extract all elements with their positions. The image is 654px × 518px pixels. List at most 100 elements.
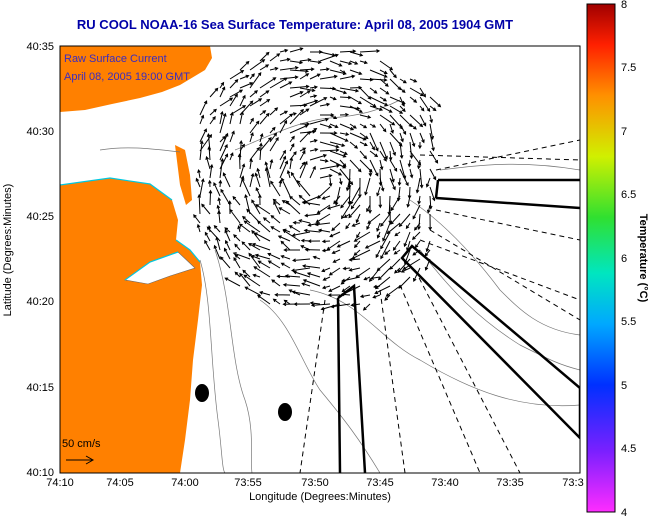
- current-vector-arrow: [244, 193, 251, 215]
- current-vector-arrow: [289, 60, 304, 65]
- current-vector-arrow: [419, 114, 427, 127]
- current-vector-arrow: [321, 195, 331, 200]
- current-vector-arrow: [389, 123, 394, 134]
- current-vector-arrow: [413, 267, 421, 282]
- current-vector-arrow: [272, 298, 281, 305]
- current-vector-arrow: [309, 147, 319, 152]
- x-tick-label: 73:45: [366, 477, 394, 489]
- colorbar: [586, 3, 616, 513]
- current-vector-arrow: [414, 222, 421, 231]
- current-vector-arrow: [349, 105, 363, 113]
- current-vector-arrow: [329, 114, 338, 120]
- current-vector-arrow: [219, 81, 225, 89]
- current-vector-arrow: [223, 247, 231, 260]
- current-vector-arrow: [319, 131, 338, 135]
- current-vector-arrow: [328, 267, 341, 276]
- current-vector-arrow: [270, 180, 281, 197]
- current-vector-arrow: [283, 299, 291, 305]
- current-vector-arrow: [428, 213, 433, 231]
- current-vector-arrow: [218, 179, 223, 188]
- current-vector-arrow: [317, 228, 331, 233]
- current-vector-arrow: [299, 87, 316, 93]
- current-vector-arrow: [328, 177, 333, 187]
- current-vector-arrow: [220, 188, 231, 206]
- current-vector-arrow: [339, 159, 347, 168]
- current-vector-arrow: [376, 222, 381, 232]
- current-vector-arrow: [369, 141, 375, 151]
- current-vector-arrow: [331, 222, 341, 232]
- current-vector-arrow: [257, 294, 271, 305]
- buoy-marker: [195, 384, 209, 402]
- current-vector-arrow: [213, 182, 221, 197]
- current-vector-arrow: [329, 96, 337, 101]
- current-vector-arrow: [289, 156, 294, 170]
- current-vector-arrow: [340, 292, 351, 297]
- current-vector-arrow: [219, 132, 229, 152]
- x-tick-label: 73:40: [431, 477, 459, 489]
- current-vector-arrow: [232, 195, 241, 206]
- current-vector-arrow: [339, 123, 355, 131]
- current-vector-arrow: [399, 168, 409, 187]
- current-vector-arrow: [270, 226, 281, 233]
- current-vector-arrow: [301, 200, 321, 206]
- current-vector-arrow: [378, 195, 383, 209]
- current-vector-arrow: [204, 231, 211, 242]
- current-vector-arrow: [234, 243, 241, 251]
- current-vector-arrow: [368, 195, 372, 214]
- current-vector-arrow: [279, 75, 299, 80]
- current-vector-arrow: [417, 195, 421, 205]
- current-vector-arrow: [299, 67, 315, 72]
- current-vector-arrow: [251, 242, 271, 251]
- current-vector-arrow: [299, 130, 311, 143]
- current-vector-arrow: [259, 136, 272, 152]
- current-vector-arrow: [246, 208, 261, 224]
- survey-boxes: [336, 178, 580, 473]
- current-vector-arrow: [359, 114, 372, 119]
- current-vector-arrow: [309, 165, 316, 179]
- current-vector-arrow: [319, 67, 330, 72]
- current-vector-arrow: [425, 177, 431, 188]
- current-vector-arrow: [329, 150, 347, 158]
- current-vector-arrow: [239, 139, 243, 161]
- current-vector-arrow: [280, 262, 291, 269]
- current-vector-arrow: [250, 254, 261, 260]
- current-vector-arrow: [429, 105, 437, 112]
- current-vector-arrow: [349, 123, 357, 129]
- current-vector-arrow: [280, 254, 291, 260]
- current-vector-arrow: [369, 123, 377, 128]
- current-vector-arrow: [249, 120, 260, 134]
- current-vector-arrow: [350, 186, 361, 205]
- current-vector-arrow: [289, 143, 295, 152]
- current-vector-arrow: [241, 177, 251, 197]
- current-vector-arrow: [388, 150, 393, 162]
- current-vector-arrow: [415, 177, 421, 194]
- current-vector-arrow: [379, 123, 387, 133]
- current-vector-arrow: [267, 260, 281, 269]
- current-vector-arrow: [319, 164, 341, 170]
- current-vector-arrow: [417, 213, 421, 231]
- current-vector-arrow: [339, 69, 347, 74]
- current-vector-arrow: [389, 69, 397, 79]
- current-vector-arrow: [359, 49, 381, 53]
- current-vector-arrow: [359, 96, 377, 108]
- current-vector-arrow: [289, 124, 309, 134]
- current-vector-arrow: [229, 89, 244, 98]
- current-vector-arrow: [389, 159, 398, 172]
- current-vector-arrow: [319, 123, 333, 129]
- current-vector-arrow: [372, 294, 381, 299]
- current-vector-arrow: [418, 141, 422, 150]
- current-vector-arrow: [209, 163, 214, 179]
- current-vector-arrow: [274, 292, 291, 297]
- current-vector-arrow: [299, 160, 308, 179]
- current-vector-arrow: [329, 123, 339, 129]
- colorbar-tick: 5.5: [621, 316, 636, 328]
- current-vector-arrow: [380, 231, 391, 250]
- current-vector-arrow: [244, 286, 261, 296]
- current-vector-arrow: [309, 117, 330, 125]
- current-vector-arrow: [407, 159, 412, 168]
- current-vector-arrow: [382, 222, 391, 242]
- current-vector-arrow: [289, 84, 310, 89]
- current-vector-arrow: [219, 86, 226, 98]
- current-vector-arrow: [389, 141, 396, 157]
- current-vector-arrow: [259, 64, 270, 71]
